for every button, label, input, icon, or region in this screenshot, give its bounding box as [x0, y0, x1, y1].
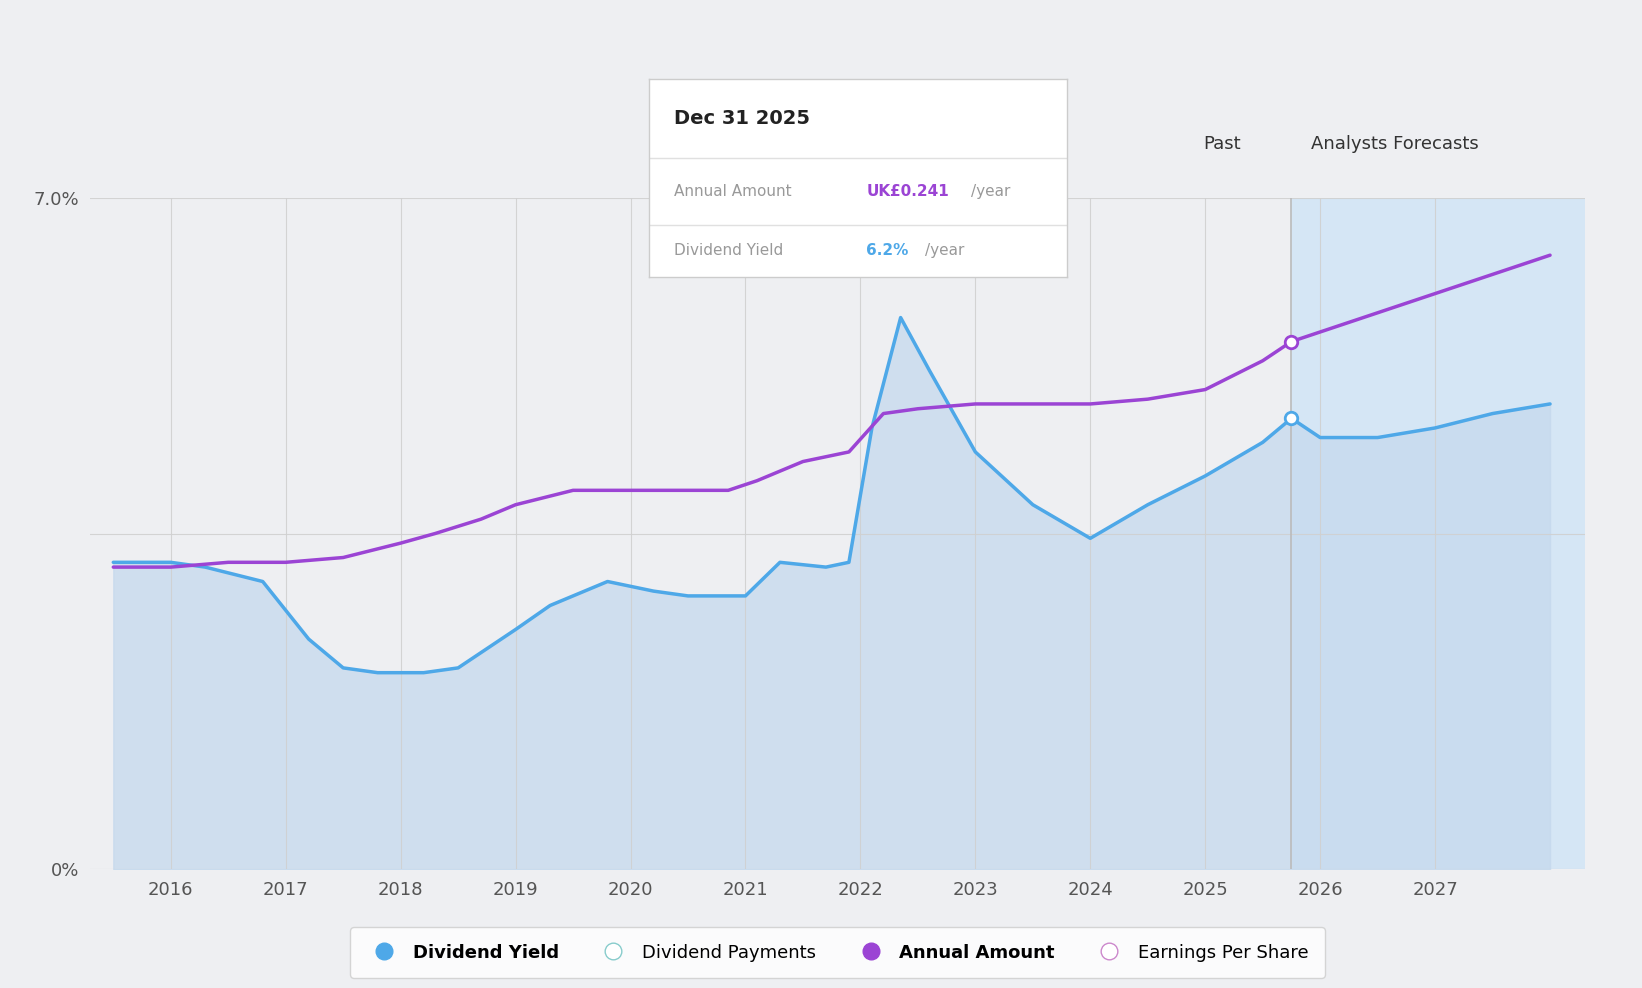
Text: Dec 31 2025: Dec 31 2025	[673, 109, 810, 128]
Bar	[1291, 198, 1585, 869]
Text: /year: /year	[924, 243, 964, 259]
Text: Dividend Yield: Dividend Yield	[673, 243, 783, 259]
Legend: Dividend Yield, Dividend Payments, Annual Amount, Earnings Per Share: Dividend Yield, Dividend Payments, Annua…	[350, 928, 1325, 978]
Text: 6.2%: 6.2%	[867, 243, 908, 259]
Text: /year: /year	[970, 184, 1010, 200]
Text: Annual Amount: Annual Amount	[673, 184, 791, 200]
Text: Past: Past	[1204, 135, 1241, 153]
Text: Analysts Forecasts: Analysts Forecasts	[1310, 135, 1479, 153]
Text: UK£0.241: UK£0.241	[867, 184, 949, 200]
